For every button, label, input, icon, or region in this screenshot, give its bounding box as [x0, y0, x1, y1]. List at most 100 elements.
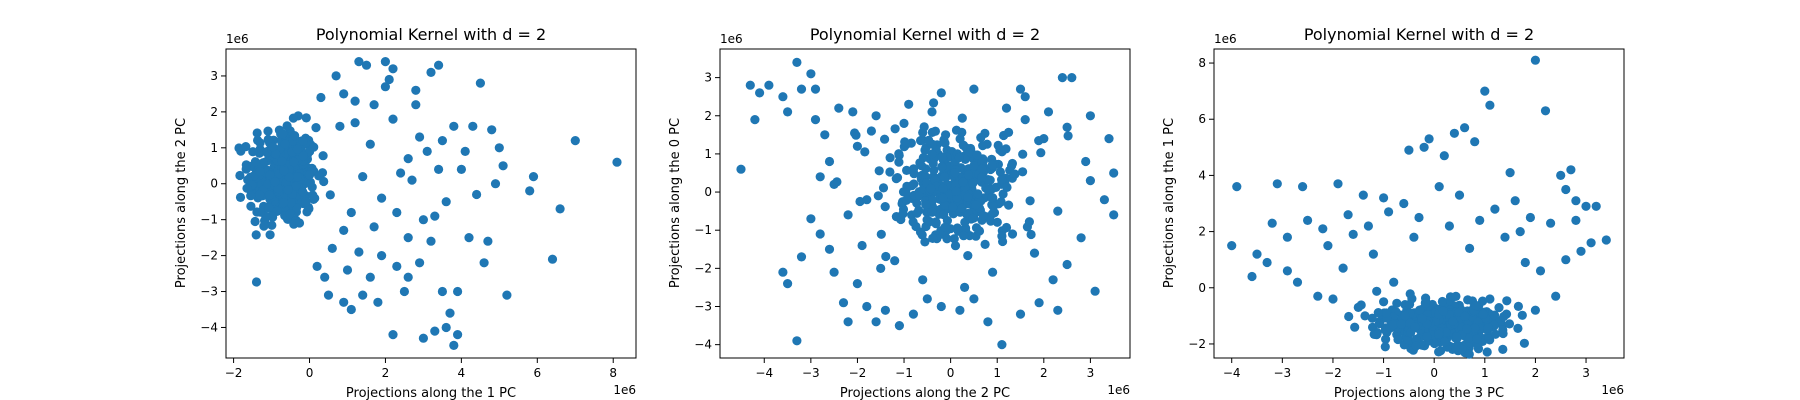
- scatter-point: [1053, 206, 1063, 216]
- scatter-point: [246, 201, 256, 211]
- scatter-point: [1475, 215, 1485, 225]
- scatter-point: [388, 64, 398, 74]
- scatter-point: [764, 80, 774, 90]
- points: [234, 57, 622, 350]
- scatter-point: [1437, 296, 1447, 307]
- scatter-point: [316, 92, 326, 103]
- scatter-point: [866, 126, 877, 136]
- scatter-point: [871, 111, 881, 121]
- scatter-point: [325, 190, 335, 200]
- scatter-point: [312, 261, 322, 271]
- scatter-point: [1434, 329, 1444, 339]
- scatter-point: [1551, 291, 1561, 301]
- scatter-point: [1393, 334, 1403, 345]
- scatter-point: [1556, 170, 1566, 180]
- x-tick-label: 0: [306, 366, 314, 380]
- scatter-point: [957, 203, 967, 213]
- scatter-point: [1465, 243, 1475, 253]
- scatter-point: [263, 126, 273, 136]
- scatter-point: [380, 57, 390, 67]
- scatter-point: [860, 147, 870, 157]
- scatter-point: [988, 201, 998, 212]
- scatter-point: [1389, 277, 1399, 287]
- scatter-point: [1438, 306, 1448, 316]
- scatter-point: [976, 133, 986, 143]
- scatter-point: [928, 233, 938, 243]
- scatter-point: [1417, 313, 1427, 324]
- scatter-point: [1517, 310, 1527, 320]
- scatter-point: [294, 218, 305, 228]
- scatter-point: [968, 178, 978, 188]
- scatter-point: [1292, 277, 1303, 287]
- x-tick-label: 1: [993, 366, 1001, 380]
- scatter-point: [1010, 169, 1020, 179]
- scatter-point: [815, 229, 825, 239]
- scatter-point: [1232, 182, 1242, 192]
- scatter-point: [1368, 249, 1378, 259]
- scatter-point: [1448, 316, 1458, 326]
- scatter-point: [959, 231, 969, 241]
- scatter-point: [1561, 184, 1571, 195]
- scatter-point: [848, 107, 858, 117]
- scatter-point: [936, 301, 946, 312]
- scatter-point: [810, 84, 821, 94]
- scatter-point: [924, 135, 934, 145]
- scatter-point: [570, 136, 580, 146]
- scatter-point: [252, 128, 262, 138]
- scatter-point: [278, 129, 288, 139]
- scatter-point: [1502, 296, 1512, 306]
- scatter-point: [1571, 196, 1581, 206]
- scatter-point: [1018, 167, 1028, 177]
- scatter-point: [852, 279, 863, 289]
- y-tick-label: −4: [200, 320, 218, 334]
- scatter-point: [286, 198, 296, 208]
- scatter-point: [1388, 319, 1398, 330]
- scatter-point: [1004, 200, 1014, 210]
- x-tick-label: −1: [1375, 366, 1393, 380]
- scatter-point: [1323, 241, 1333, 251]
- scatter-point: [838, 298, 849, 308]
- scatter-point: [354, 57, 364, 67]
- scatter-point: [339, 297, 349, 307]
- scatter-point: [290, 131, 300, 141]
- scatter-point: [1020, 92, 1030, 102]
- y-tick-label: 1: [210, 141, 218, 155]
- scatter-point: [460, 146, 470, 156]
- scatter-point: [958, 177, 968, 187]
- scatter-point: [938, 183, 948, 193]
- x-ticks: −4 −3 −2 −1 0 1 2 3: [1223, 358, 1590, 380]
- scatter-point: [377, 193, 387, 203]
- scatter-point: [971, 200, 981, 210]
- scatter-point: [479, 258, 489, 268]
- scatter-point: [250, 157, 260, 167]
- scatter-point: [1403, 334, 1413, 345]
- subplot-1: Polynomial Kernel with d = 2 Projections…: [174, 25, 637, 400]
- scatter-point: [1515, 227, 1525, 237]
- scatter-point: [282, 121, 292, 131]
- scatter-point: [950, 168, 960, 178]
- scatter-point: [829, 179, 839, 189]
- scatter-point: [885, 167, 895, 177]
- scatter-point: [894, 157, 904, 167]
- scatter-point: [1262, 257, 1272, 268]
- scatter-point: [472, 189, 482, 200]
- scatter-point: [1422, 332, 1432, 342]
- scatter-point: [339, 89, 349, 99]
- scatter-point: [1470, 137, 1480, 147]
- scatter-point: [1485, 294, 1495, 304]
- scatter-point: [929, 98, 939, 108]
- scatter-point: [251, 230, 261, 240]
- scatter-point: [292, 172, 303, 182]
- scatter-point: [268, 142, 278, 152]
- scatter-point: [1053, 305, 1063, 315]
- y-offset-label: 1e6: [226, 32, 249, 46]
- scatter-point: [255, 190, 265, 200]
- scatter-point: [487, 125, 497, 135]
- scatter-point: [997, 340, 1007, 350]
- scatter-point: [1498, 344, 1508, 354]
- scatter-point: [951, 186, 961, 196]
- x-axis-label: Projections along the 2 PC: [840, 386, 1010, 400]
- scatter-point: [525, 186, 535, 196]
- scatter-point: [1267, 218, 1277, 228]
